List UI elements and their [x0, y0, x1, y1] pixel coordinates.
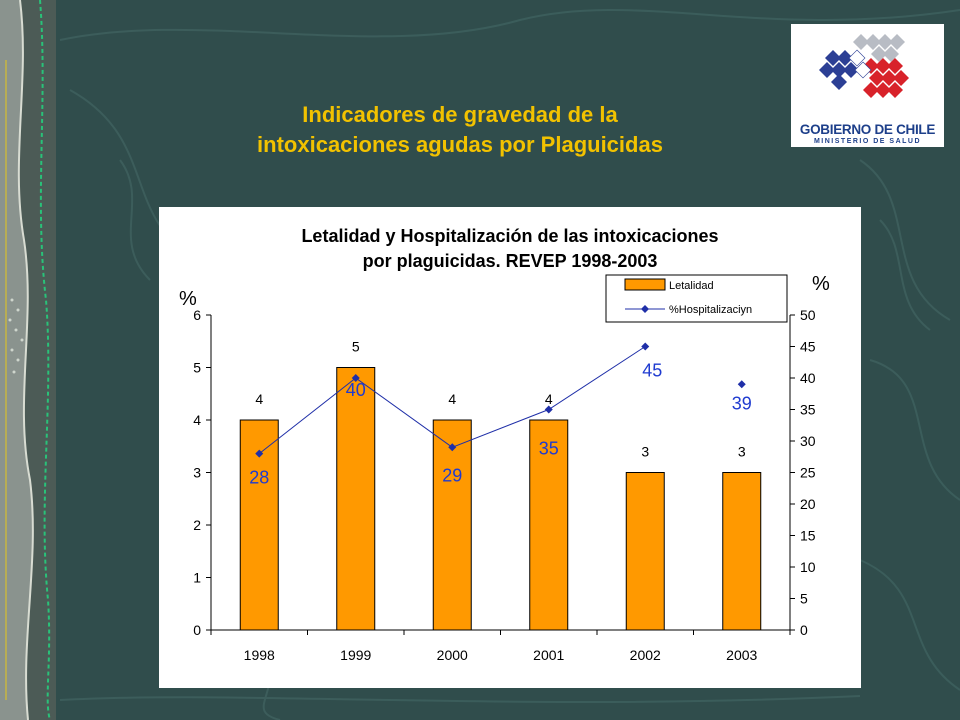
y-tick-label-5: 5	[193, 360, 201, 376]
hospitalizacion-label-2003: 39	[732, 393, 752, 413]
chart-legend: Letalidad %Hospitalizaciyn	[605, 274, 788, 323]
y-tick-label-3: 3	[193, 465, 201, 481]
y2-tick-label-30: 30	[800, 433, 816, 449]
logo-emblem	[819, 34, 909, 98]
hospitalizacion-point-2000	[448, 443, 457, 452]
hospitalizacion-label-2000: 29	[442, 465, 462, 485]
y2-tick-label-45: 45	[800, 339, 816, 355]
y-tick-label-1: 1	[193, 570, 201, 586]
x-tick-label-1999: 1999	[340, 647, 371, 663]
slide-title: Indicadores de gravedad de la intoxicaci…	[150, 100, 770, 160]
bar-label-1999: 5	[352, 339, 360, 355]
bar-label-1998: 4	[255, 391, 263, 407]
chart-panel: Letalidad y Hospitalización de las intox…	[159, 207, 861, 688]
bar-2000	[432, 419, 472, 631]
hospitalizacion-label-1998: 28	[249, 468, 269, 488]
slide-title-line1: Indicadores de gravedad de la	[302, 102, 618, 127]
x-tick-label-2001: 2001	[533, 647, 564, 663]
y2-tick-label-0: 0	[800, 622, 808, 638]
y2-tick-label-40: 40	[800, 370, 816, 386]
y2-tick-label-25: 25	[800, 465, 816, 481]
hospitalizacion-point-2001	[544, 405, 553, 414]
logo-subtitle: MINISTERIO DE SALUD	[813, 138, 922, 145]
y2-tick-label-20: 20	[800, 496, 816, 512]
bar-2003	[722, 472, 762, 631]
bar-1999	[336, 367, 376, 631]
y-axis-label: %	[179, 288, 197, 310]
chart-title-line1: Letalidad y Hospitalización de las intox…	[301, 226, 718, 246]
logo-name: GOBIERNO DE CHILE	[799, 122, 936, 137]
hospitalizacion-label-2001: 35	[539, 439, 559, 459]
y-tick-label-2: 2	[193, 517, 201, 533]
bar-label-2002: 3	[641, 444, 649, 460]
y-tick-label-4: 4	[193, 412, 201, 428]
legend-bar-swatch	[624, 278, 666, 291]
slide-title-line2: intoxicaciones agudas por Plaguicidas	[257, 132, 663, 157]
y-tick-label-0: 0	[193, 622, 201, 638]
bar-label-2001: 4	[545, 391, 553, 407]
x-tick-label-2003: 2003	[726, 647, 757, 663]
hospitalizacion-point-2003	[737, 380, 746, 389]
x-tick-label-2000: 2000	[437, 647, 468, 663]
chart-title-line2: por plaguicidas. REVEP 1998-2003	[363, 251, 658, 271]
hospitalizacion-point-1999	[351, 374, 360, 382]
y2-tick-label-15: 15	[800, 528, 816, 544]
gobierno-de-chile-logo: GOBIERNO DE CHILE MINISTERIO DE SALUD	[791, 24, 944, 147]
hospitalizacion-label-1999: 40	[346, 380, 366, 400]
y-tick-label-6: 6	[193, 307, 201, 323]
bar-label-2000: 4	[448, 391, 456, 407]
legend-marker	[641, 305, 649, 313]
bar-2001	[529, 419, 569, 631]
y2-tick-label-5: 5	[800, 591, 808, 607]
bar-2002	[625, 472, 665, 631]
left-map-strip	[0, 0, 56, 720]
legend-label-hospitalizacion: %Hospitalizaciyn	[669, 304, 752, 316]
y2-tick-label-35: 35	[800, 402, 816, 418]
bar-label-2003: 3	[738, 444, 746, 460]
chart-svg: Letalidad y Hospitalización de las intox…	[179, 226, 830, 663]
y2-tick-label-50: 50	[800, 307, 816, 323]
x-tick-label-1998: 1998	[244, 647, 275, 663]
hospitalizacion-point-2002	[641, 342, 650, 351]
hospitalizacion-label-2002: 45	[642, 361, 662, 381]
hospitalizacion-point-1998	[255, 449, 264, 458]
y2-tick-label-10: 10	[800, 559, 816, 575]
x-tick-label-2002: 2002	[630, 647, 661, 663]
legend-label-letalidad: Letalidad	[669, 280, 714, 292]
y2-axis-label: %	[812, 273, 830, 295]
